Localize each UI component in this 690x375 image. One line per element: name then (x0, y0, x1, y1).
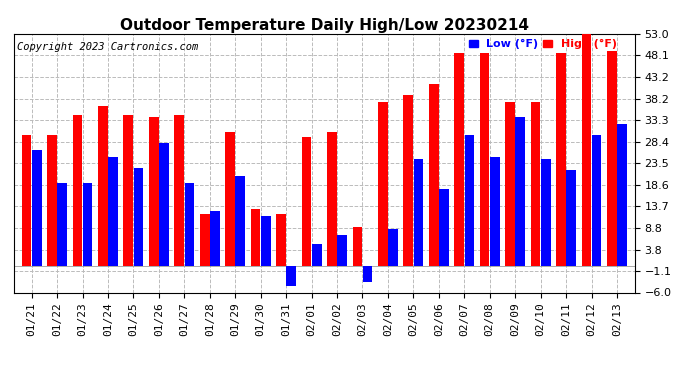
Bar (47, 135, 57, 266)
Title: Outdoor Temperature Daily High/Low 20230214: Outdoor Temperature Daily High/Low 20230… (120, 18, 529, 33)
Bar (250, 209, 260, 266)
Bar (607, 51, 617, 266)
Bar (337, 236, 347, 266)
Bar (454, 54, 464, 266)
Bar (210, 211, 219, 266)
Bar (566, 170, 576, 266)
Bar (353, 227, 362, 266)
Bar (490, 156, 500, 266)
Bar (72, 115, 82, 266)
Text: Copyright 2023 Cartronics.com: Copyright 2023 Cartronics.com (17, 42, 198, 51)
Bar (592, 135, 602, 266)
Bar (363, 266, 373, 282)
Bar (57, 183, 67, 266)
Bar (618, 124, 627, 266)
Bar (276, 213, 286, 266)
Bar (429, 84, 439, 266)
Bar (327, 132, 337, 266)
Bar (541, 159, 551, 266)
Bar (235, 176, 245, 266)
Bar (515, 117, 525, 266)
Bar (175, 115, 184, 266)
Bar (83, 183, 92, 266)
Bar (378, 102, 388, 266)
Bar (226, 132, 235, 266)
Bar (531, 102, 540, 266)
Bar (413, 159, 423, 266)
Bar (556, 54, 566, 266)
Bar (149, 117, 159, 266)
Bar (108, 156, 118, 266)
Bar (134, 168, 144, 266)
Bar (302, 137, 311, 266)
Bar (261, 216, 270, 266)
Bar (439, 189, 449, 266)
Bar (185, 183, 195, 266)
Bar (200, 213, 210, 266)
Bar (464, 135, 474, 266)
Bar (582, 34, 591, 266)
Bar (404, 95, 413, 266)
Legend: Low (°F), High (°F): Low (°F), High (°F) (469, 39, 617, 50)
Bar (286, 266, 296, 286)
Bar (388, 229, 398, 266)
Bar (480, 54, 489, 266)
Bar (98, 106, 108, 266)
Bar (124, 115, 133, 266)
Bar (21, 135, 31, 266)
Bar (32, 150, 41, 266)
Bar (159, 143, 169, 266)
Bar (312, 244, 322, 266)
Bar (505, 102, 515, 266)
